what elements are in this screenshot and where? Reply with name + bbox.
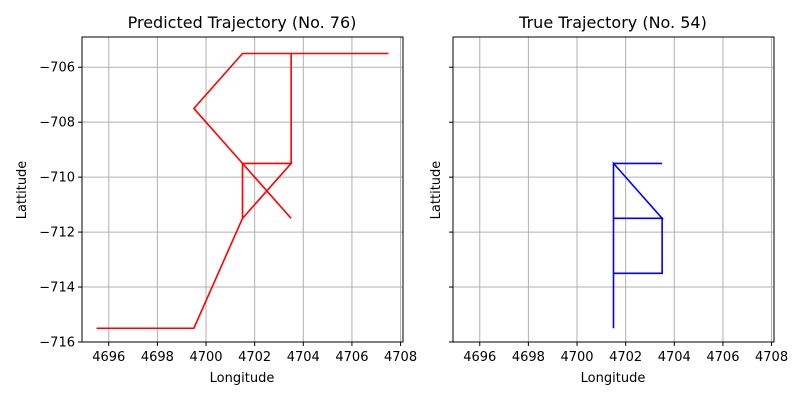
x-tick-label: 4698 bbox=[512, 350, 545, 365]
ticks: 4696 4698 4700 4702 4704 4706 4708 bbox=[449, 66, 788, 365]
chart-title: True Trajectory (No. 54) bbox=[518, 13, 707, 32]
x-tick-label: 4700 bbox=[189, 350, 222, 365]
x-tick-label: 4696 bbox=[463, 350, 496, 365]
true-trajectory-panel: True Trajectory (No. 54) Longitude Latti… bbox=[429, 13, 788, 386]
y-tick-label: −710 bbox=[39, 171, 75, 186]
x-tick-label: 4702 bbox=[609, 350, 642, 365]
trajectory-line bbox=[612, 161, 664, 329]
x-tick-label: 4708 bbox=[755, 350, 788, 365]
x-tick-label: 4708 bbox=[384, 350, 417, 365]
x-tick-label: 4702 bbox=[238, 350, 271, 365]
x-tick-label: 4696 bbox=[92, 350, 125, 365]
y-axis-label: Lattitude bbox=[15, 161, 30, 220]
x-tick-label: 4706 bbox=[335, 350, 368, 365]
x-axis-label: Longitude bbox=[581, 371, 646, 386]
y-tick-label: −714 bbox=[39, 281, 75, 296]
y-tick-label: −708 bbox=[39, 116, 75, 131]
y-tick-label: −706 bbox=[39, 61, 75, 76]
x-tick-label: 4704 bbox=[658, 350, 691, 365]
y-tick-label: −712 bbox=[39, 226, 75, 241]
axes-frame bbox=[81, 36, 404, 343]
x-tick-label: 4698 bbox=[141, 350, 174, 365]
y-tick-label: −716 bbox=[39, 336, 75, 351]
predicted-trajectory-panel: Predicted Trajectory (No. 76) Longitude … bbox=[15, 13, 417, 386]
trajectory-line bbox=[96, 52, 389, 330]
axes-frame bbox=[452, 36, 775, 343]
grid bbox=[82, 37, 403, 342]
x-tick-label: 4704 bbox=[287, 350, 320, 365]
ticks: 4696 4698 4700 4702 4704 4706 4708 −706 −708 −710… bbox=[39, 61, 417, 365]
y-axis-label: Lattitude bbox=[429, 161, 444, 220]
x-axis-label: Longitude bbox=[210, 371, 275, 386]
chart-title: Predicted Trajectory (No. 76) bbox=[128, 13, 357, 32]
x-tick-label: 4706 bbox=[706, 350, 739, 365]
x-tick-label: 4700 bbox=[560, 350, 593, 365]
